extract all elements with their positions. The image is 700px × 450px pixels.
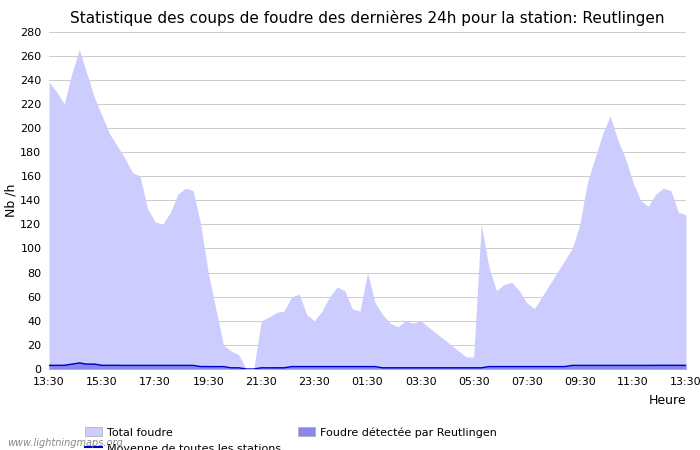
Title: Statistique des coups de foudre des dernières 24h pour la station: Reutlingen: Statistique des coups de foudre des dern… [70,10,665,26]
Text: Heure: Heure [648,394,686,407]
Y-axis label: Nb /h: Nb /h [4,184,18,217]
Legend: Total foudre, Moyenne de toutes les stations, Foudre détectée par Reutlingen: Total foudre, Moyenne de toutes les stat… [80,423,502,450]
Text: www.lightningmaps.org: www.lightningmaps.org [7,438,122,448]
